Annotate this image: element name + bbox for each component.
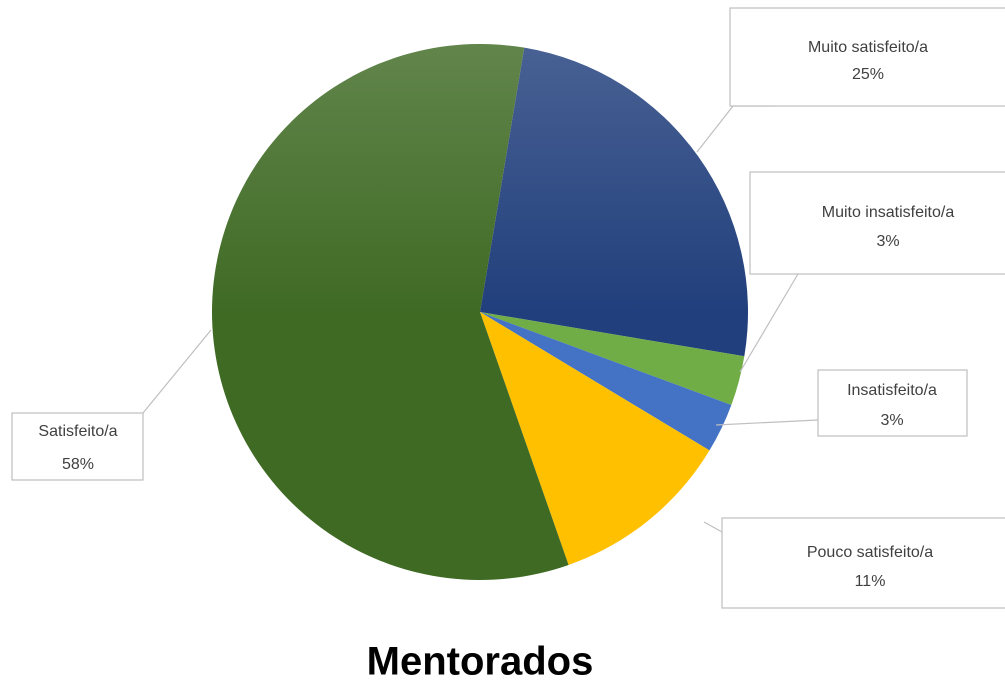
label-box	[11, 412, 144, 481]
leader-line	[739, 273, 799, 373]
label-box	[749, 171, 1005, 275]
pie-slice	[480, 47, 748, 357]
leader-line	[142, 329, 212, 414]
label-box	[721, 517, 1005, 609]
data-labels: Muito satisfeito/a 25% Muito insatisfeito/…	[11, 7, 1005, 609]
label-value: 3%	[876, 233, 899, 250]
label-name: Pouco satisfeito/a	[807, 544, 933, 561]
pie	[211, 43, 748, 580]
leader-line	[703, 521, 723, 533]
label-box	[817, 369, 968, 437]
label-value: 3%	[880, 412, 903, 429]
label-value: 25%	[852, 66, 884, 83]
leader-line	[696, 105, 775, 153]
label-value: 58%	[62, 456, 94, 473]
leader-line	[715, 419, 819, 426]
label-value: 11%	[855, 573, 886, 590]
label-name: Insatisfeito/a	[847, 382, 937, 399]
label-name: Satisfeito/a	[38, 423, 117, 440]
label-name: Muito insatisfeito/a	[822, 204, 955, 221]
label-name: Muito satisfeito/a	[808, 39, 928, 56]
chart-title: Mentorados	[367, 640, 594, 684]
label-box	[729, 7, 1005, 107]
